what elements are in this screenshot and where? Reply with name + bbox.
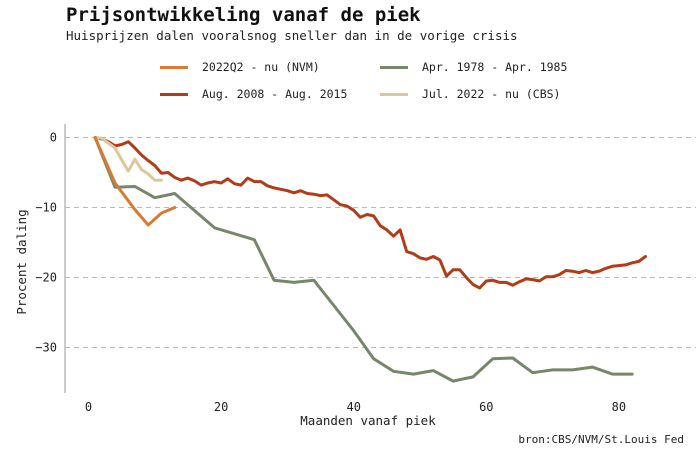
x-tick-label: 80	[612, 400, 626, 414]
series-lines	[93, 136, 647, 383]
series-line-0	[93, 136, 177, 227]
x-axis-label: Maanden vanaf piek	[300, 413, 436, 428]
series-line-3	[93, 136, 163, 182]
chart-title: Prijsontwikkeling vanaf de piek	[66, 4, 421, 26]
y-tick-labels: 0 −10 −20 −30	[35, 131, 57, 355]
series-line-2	[93, 136, 634, 383]
y-tick-label: −20	[35, 271, 57, 285]
x-tick-label: 40	[346, 400, 360, 414]
y-tick-label: −30	[35, 341, 57, 355]
x-tick-labels: 0 20 40 60 80	[85, 400, 626, 414]
x-tick-label: 0	[85, 400, 92, 414]
x-tick-label: 60	[479, 400, 493, 414]
y-axis-label: Procent daling	[14, 209, 29, 314]
chart-subtitle: Huisprijzen dalen vooralsnog sneller dan…	[66, 28, 518, 43]
series-line-1	[93, 136, 647, 290]
y-tick-label: −10	[35, 201, 57, 215]
x-tick-label: 20	[214, 400, 228, 414]
source-note: bron:CBS/NVM/St.Louis Fed	[518, 433, 684, 446]
grid-lines	[65, 137, 696, 348]
y-tick-label: 0	[50, 131, 57, 145]
